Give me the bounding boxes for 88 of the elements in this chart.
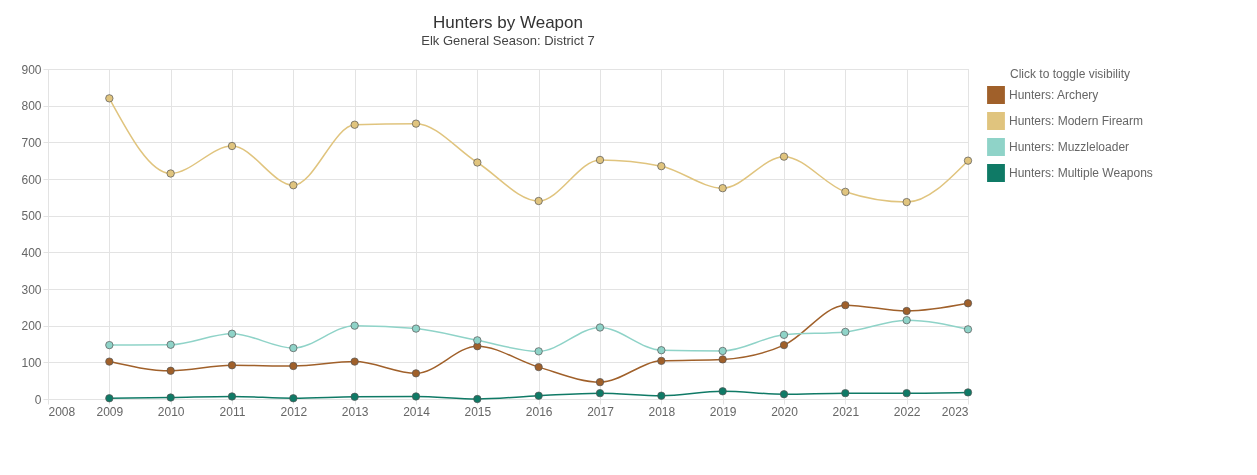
y-tick-label: 200 <box>21 319 42 334</box>
y-tick-label: 500 <box>21 209 42 224</box>
point <box>411 324 421 333</box>
point <box>473 336 482 345</box>
point <box>963 325 973 334</box>
point <box>350 321 359 330</box>
point <box>227 141 237 151</box>
point <box>595 155 605 164</box>
point <box>902 198 911 207</box>
y-tick-label: 700 <box>21 135 42 150</box>
y-tick-label: 900 <box>21 62 42 77</box>
legend-label: Hunters: Archery <box>1009 88 1099 102</box>
point <box>473 158 482 167</box>
legend-label: Hunters: Modern Firearm <box>1009 114 1144 128</box>
point <box>166 340 175 349</box>
legend-label: Hunters: Multiple Weapons <box>1009 166 1153 180</box>
point <box>595 323 605 332</box>
point <box>779 341 789 350</box>
point <box>411 119 421 128</box>
x-tick-label: 2009 <box>96 404 124 419</box>
x-tick-label: 2023 <box>941 404 969 419</box>
point <box>534 391 543 400</box>
point <box>841 389 850 398</box>
point <box>534 347 543 356</box>
point <box>779 390 789 399</box>
point <box>718 355 727 364</box>
legend-title: Click to toggle visibility <box>1009 67 1131 81</box>
point <box>718 184 727 193</box>
x-tick-label: 2008 <box>48 404 76 419</box>
point <box>902 316 911 325</box>
point <box>227 329 237 338</box>
point <box>657 162 666 171</box>
legend-label: Hunters: Muzzleloader <box>1009 140 1130 154</box>
point <box>718 387 727 396</box>
x-tick-label: 2013 <box>341 404 369 419</box>
x-tick-label: 2016 <box>525 404 553 419</box>
x-tick-label: 2019 <box>709 404 737 419</box>
point <box>350 392 359 401</box>
x-tick-label: 2015 <box>464 404 492 419</box>
point <box>105 94 114 103</box>
point <box>963 156 973 165</box>
x-tick-label: 2020 <box>771 404 799 419</box>
x-tick-label: 2021 <box>832 404 860 419</box>
y-tick-label: 600 <box>21 172 42 187</box>
point <box>166 169 175 178</box>
y-tick-label: 100 <box>21 355 42 370</box>
point <box>289 361 298 371</box>
chart-subtitle: Elk General Season: District 7 <box>421 33 595 48</box>
point <box>902 389 911 398</box>
point <box>595 378 605 387</box>
point <box>657 346 666 355</box>
x-tick-label: 2018 <box>648 404 676 419</box>
point <box>779 330 789 339</box>
point <box>289 343 298 353</box>
point <box>105 341 114 350</box>
point <box>166 366 175 375</box>
point <box>595 389 605 398</box>
point <box>411 392 421 401</box>
point <box>534 363 543 372</box>
point <box>963 299 973 308</box>
chart-title: Hunters by Weapon <box>433 13 583 32</box>
point <box>779 152 789 161</box>
y-tick-label: 300 <box>21 282 42 297</box>
x-tick-label: 2022 <box>893 404 921 419</box>
point <box>657 356 666 365</box>
point <box>841 187 850 196</box>
point <box>841 301 850 310</box>
point <box>350 120 359 129</box>
y-tick-label: 400 <box>21 245 42 260</box>
y-tick-label: 0 <box>34 392 42 407</box>
x-tick-label: 2010 <box>157 404 185 419</box>
x-tick-label: 2014 <box>403 404 431 419</box>
point <box>350 357 359 366</box>
point <box>227 392 237 401</box>
point <box>411 369 421 378</box>
point <box>657 391 666 400</box>
point <box>718 346 727 356</box>
y-tick-label: 800 <box>21 99 42 114</box>
point <box>963 388 973 397</box>
point <box>289 181 298 190</box>
x-tick-label: 2012 <box>280 404 308 419</box>
point <box>902 306 911 316</box>
x-tick-label: 2011 <box>219 404 246 419</box>
x-tick-label: 2017 <box>587 404 615 419</box>
point <box>227 361 237 370</box>
point <box>534 196 543 206</box>
point <box>105 357 114 366</box>
point <box>841 327 850 336</box>
